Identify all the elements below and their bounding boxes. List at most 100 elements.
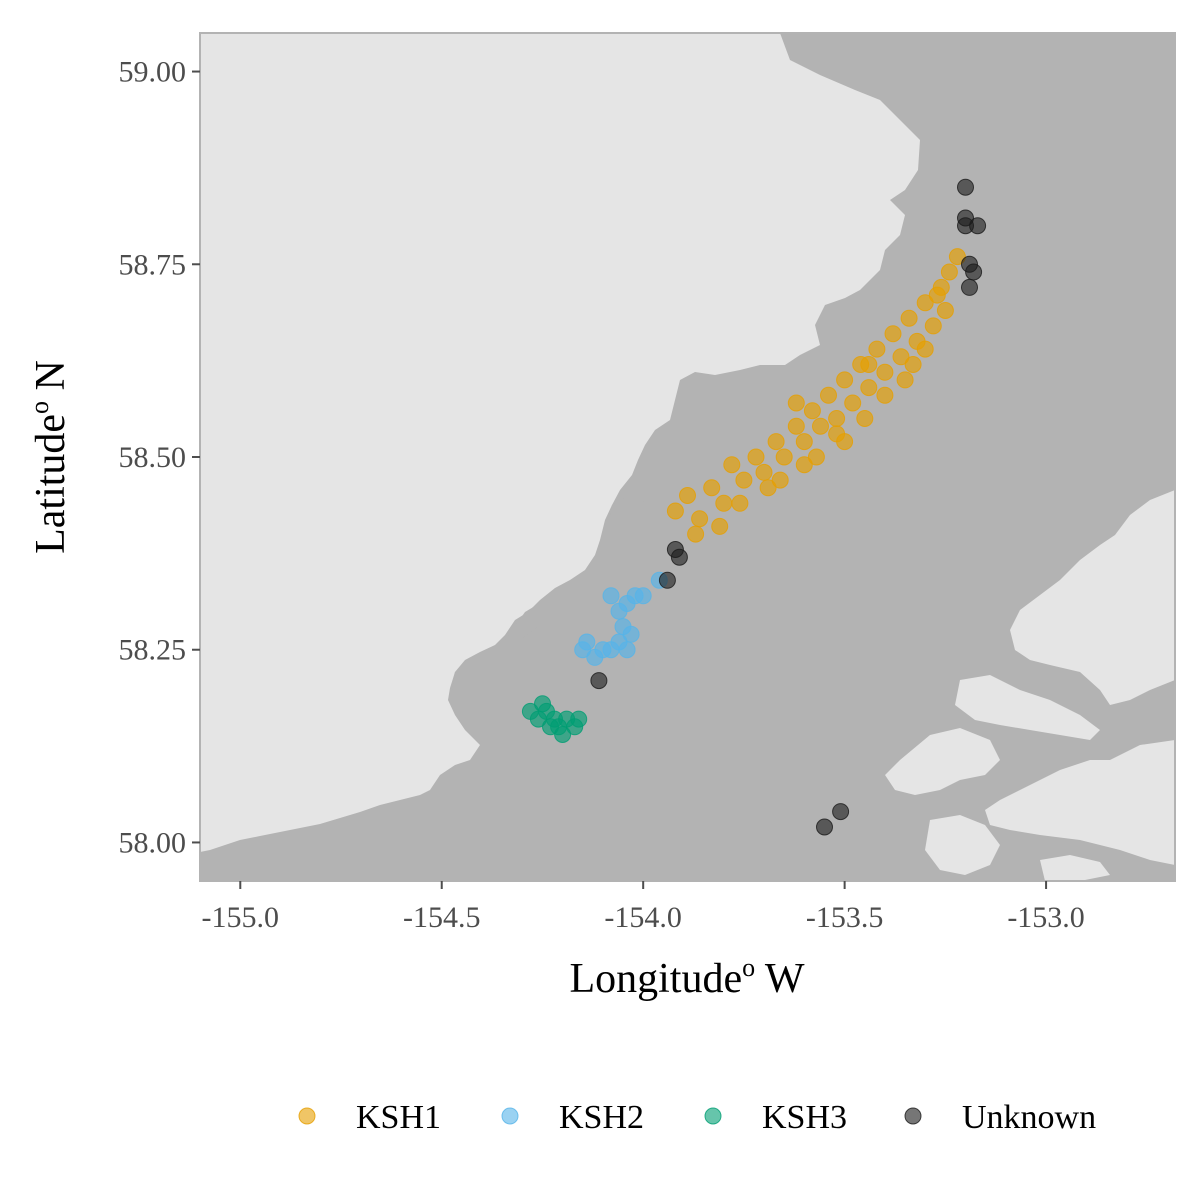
island-landmass <box>1010 490 1175 705</box>
data-point <box>916 340 934 358</box>
y-tick-label: 58.25 <box>119 634 187 667</box>
data-point <box>691 510 709 528</box>
data-point <box>961 278 978 296</box>
y-tick-label: 58.50 <box>119 441 187 474</box>
data-point <box>618 641 636 659</box>
data-point <box>703 479 721 497</box>
data-point <box>803 402 821 420</box>
data-point <box>795 456 813 474</box>
series-unknown <box>590 178 987 836</box>
legend-label: KSH1 <box>356 1099 441 1136</box>
data-point <box>876 386 894 404</box>
y-tick-label: 58.00 <box>119 826 187 859</box>
data-point <box>916 294 934 312</box>
y-axis-title: Latitudeo N <box>25 360 74 554</box>
data-point <box>892 348 910 366</box>
x-tick-label: -153.0 <box>1007 901 1085 934</box>
data-point <box>860 379 878 397</box>
x-tick-label: -154.0 <box>604 901 682 934</box>
island-landmass <box>925 815 1000 875</box>
data-point <box>590 672 608 690</box>
points-layer <box>521 178 987 836</box>
data-point <box>775 448 793 466</box>
data-point <box>634 587 652 605</box>
data-point <box>876 363 894 381</box>
data-point <box>965 263 983 281</box>
data-point <box>666 502 684 520</box>
data-point <box>586 648 604 666</box>
data-point <box>687 525 705 543</box>
bay-water <box>505 590 580 640</box>
legend-key <box>904 1107 922 1125</box>
legend: KSH1 KSH2 KSH3 Unknown <box>298 1099 1096 1136</box>
legend-key <box>704 1107 722 1125</box>
data-point <box>936 302 954 319</box>
data-point <box>836 371 854 389</box>
data-point <box>948 248 966 266</box>
data-point <box>836 433 854 451</box>
data-point <box>574 641 592 659</box>
data-point <box>723 456 741 474</box>
data-point <box>570 710 588 728</box>
island-landmass <box>955 675 1100 740</box>
mainland-landmass <box>200 33 920 852</box>
series-ksh3 <box>521 695 588 743</box>
data-point <box>969 217 987 235</box>
data-point <box>795 433 813 451</box>
x-tick-label: -154.5 <box>403 901 481 934</box>
data-point <box>868 340 886 358</box>
data-point <box>731 494 749 512</box>
data-point <box>812 417 829 435</box>
data-point <box>856 410 874 427</box>
x-axis: -155.0 -154.5 -154.0 -153.5 -153.0 <box>202 881 1085 934</box>
data-point <box>904 356 922 373</box>
data-point <box>900 309 918 327</box>
data-point <box>787 417 805 435</box>
legend-key <box>501 1107 519 1125</box>
y-tick-label: 59.00 <box>119 56 187 89</box>
data-point <box>711 517 729 535</box>
data-point <box>658 571 676 589</box>
legend-label: Unknown <box>962 1099 1096 1136</box>
legend-key <box>298 1107 316 1125</box>
x-axis-title: Longitudeo W <box>569 953 804 1002</box>
data-point <box>771 471 789 489</box>
legend-item-ksh3: KSH3 <box>704 1099 847 1136</box>
legend-label: KSH2 <box>559 1099 644 1136</box>
island-landmass <box>985 740 1175 865</box>
x-tick-label: -155.0 <box>202 901 280 934</box>
data-point <box>896 371 914 389</box>
data-point <box>787 394 805 412</box>
data-point <box>679 487 696 504</box>
map-panel <box>199 32 1176 882</box>
legend-label: KSH3 <box>762 1099 847 1136</box>
data-point <box>940 263 958 281</box>
y-axis: 58.00 58.25 58.50 58.75 59.00 <box>119 56 200 859</box>
legend-item-ksh2: KSH2 <box>501 1099 644 1136</box>
data-point <box>928 286 946 304</box>
data-point <box>755 463 773 481</box>
legend-item-ksh1: KSH1 <box>298 1099 441 1136</box>
series-ksh2 <box>574 571 668 666</box>
bay-water <box>610 495 645 520</box>
data-point <box>542 718 559 736</box>
bay-water <box>452 668 478 700</box>
data-point <box>767 433 785 451</box>
data-point <box>820 386 837 404</box>
data-point <box>844 394 862 412</box>
data-point <box>957 178 974 196</box>
legend-item-unknown: Unknown <box>904 1099 1096 1136</box>
data-point <box>534 695 551 713</box>
data-point <box>747 448 765 466</box>
series-ksh1 <box>666 248 966 543</box>
data-point <box>884 325 902 343</box>
island-landmass <box>885 728 1000 795</box>
y-tick-label: 58.75 <box>119 248 187 281</box>
data-point <box>860 356 878 373</box>
data-point <box>602 587 620 605</box>
data-point <box>670 548 688 566</box>
data-point <box>828 410 846 427</box>
x-tick-label: -153.5 <box>806 901 884 934</box>
data-point <box>759 479 777 497</box>
